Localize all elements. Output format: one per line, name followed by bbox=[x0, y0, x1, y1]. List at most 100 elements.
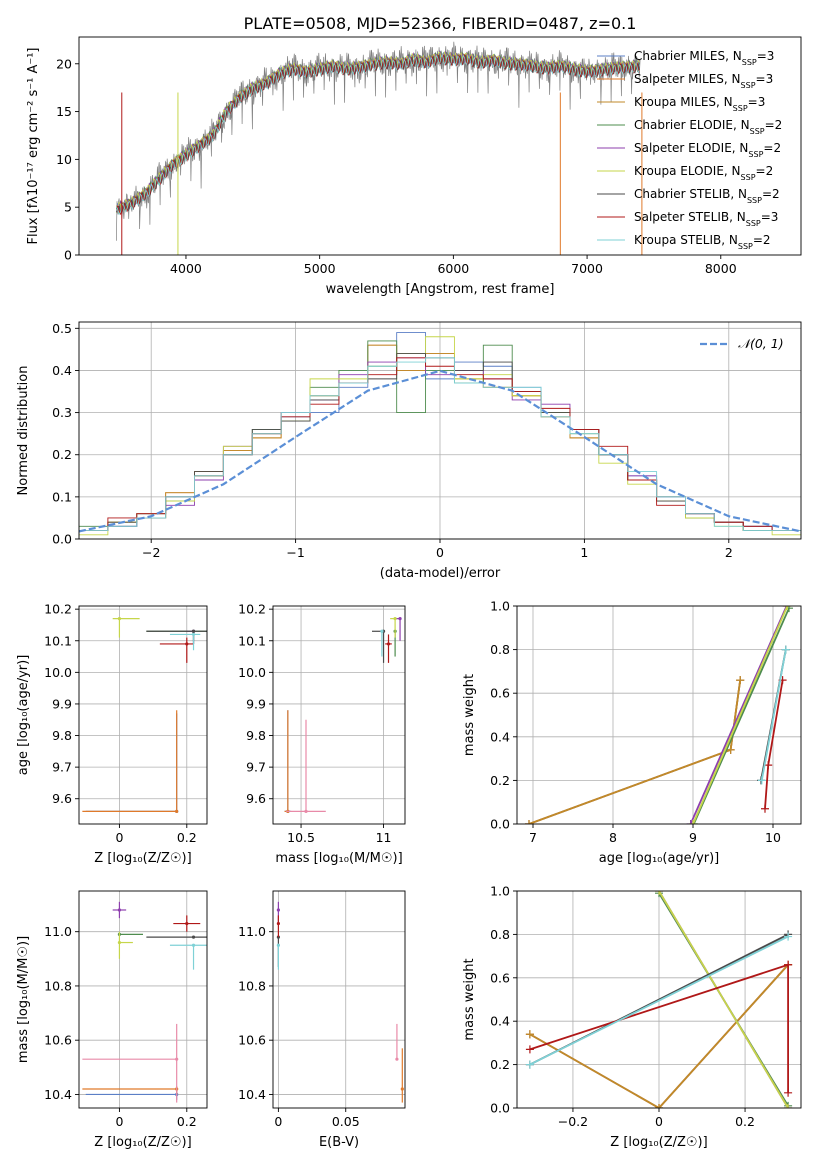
histogram-8 bbox=[79, 357, 801, 539]
normal-curve bbox=[79, 369, 801, 533]
x-tick-label: 7000 bbox=[571, 261, 603, 276]
y-tick-label: 9.9 bbox=[246, 696, 266, 711]
legend-label: Kroupa ELODIE, NSSP=2 bbox=[634, 164, 773, 182]
panel-age_vs_mass: 10.5 11 9.6 9.7 9.8 9.9 10.0 10.1 10.2 mass [log₁… bbox=[238, 602, 406, 866]
y-tick-label: 10.0 bbox=[44, 665, 72, 680]
y-tick-label: 0.6 bbox=[490, 970, 510, 985]
y-tick-label: 15 bbox=[56, 104, 72, 119]
x-tick-label: 0 bbox=[274, 1114, 282, 1129]
y-tick-label: 5 bbox=[64, 200, 72, 215]
weight-line-4 bbox=[689, 606, 788, 824]
data-point bbox=[276, 935, 280, 939]
legend-label: Salpeter STELIB, NSSP=3 bbox=[634, 210, 778, 228]
y-axis-label: mass [log₁₀(M/M☉)] bbox=[16, 936, 31, 1063]
legend-label: Chabrier STELIB, NSSP=2 bbox=[634, 187, 780, 205]
plot-area-age_vs_mass bbox=[284, 617, 402, 813]
spectrum-data-line bbox=[116, 41, 641, 241]
spectrum-model-line bbox=[116, 51, 640, 212]
axes-frame bbox=[78, 36, 802, 256]
x-tick-label: −0.2 bbox=[558, 1114, 588, 1129]
y-tick-label: 10.0 bbox=[238, 665, 266, 680]
y-tick-label: 0.2 bbox=[490, 1057, 510, 1072]
panel-mass_vs_ebv: 0 0.05 10.4 10.6 10.8 11.0 E(B-V) bbox=[238, 890, 406, 1150]
data-point bbox=[117, 617, 122, 621]
y-axis-label: Normed distribution bbox=[16, 366, 31, 496]
spectrum-model-line bbox=[116, 50, 640, 213]
y-tick-label: 9.6 bbox=[52, 791, 72, 806]
y-tick-label: 0.2 bbox=[52, 447, 72, 462]
residuals-legend: 𝒩(0, 1) bbox=[700, 336, 784, 351]
x-axis-label: E(B-V) bbox=[319, 1135, 359, 1150]
x-tick-label: 11 bbox=[376, 830, 392, 845]
spectrum-model-line bbox=[116, 53, 640, 216]
x-axis-label: mass [log₁₀(M/M☉)] bbox=[275, 851, 402, 866]
figure-title: PLATE=0508, MJD=52366, FIBERID=0487, z=0… bbox=[244, 14, 637, 33]
legend-label: Salpeter MILES, NSSP=3 bbox=[634, 72, 773, 90]
weight-line-5 bbox=[658, 891, 789, 1108]
legend-label: Kroupa MILES, NSSP=3 bbox=[634, 95, 765, 113]
weight-marker bbox=[761, 804, 769, 813]
data-point bbox=[398, 617, 402, 621]
weight-marker bbox=[655, 1104, 663, 1108]
weight-line-3 bbox=[692, 607, 790, 824]
y-tick-label: 0.8 bbox=[490, 927, 510, 942]
plots-group: Chabrier MILES, NSSP=3 Salpeter MILES, NS… bbox=[16, 36, 802, 1150]
y-axis-label: mass weight bbox=[462, 958, 477, 1040]
axes-frame bbox=[272, 605, 406, 825]
y-tick-label: 11.0 bbox=[44, 924, 72, 939]
weight-line-2 bbox=[528, 679, 742, 824]
data-point bbox=[276, 908, 280, 912]
axes-frame bbox=[272, 890, 406, 1109]
weight-marker bbox=[689, 820, 697, 824]
x-tick-label: 0.2 bbox=[177, 1114, 197, 1129]
y-tick-label: 10.1 bbox=[44, 633, 72, 648]
plot-area-age_vs_Z bbox=[82, 617, 207, 813]
data-point bbox=[175, 809, 179, 813]
x-tick-label: 0 bbox=[655, 1114, 663, 1129]
legend-label: Salpeter ELODIE, NSSP=2 bbox=[634, 141, 781, 159]
data-point bbox=[191, 943, 196, 947]
data-point bbox=[400, 1087, 404, 1091]
weight-marker bbox=[726, 745, 735, 754]
data-point bbox=[395, 1057, 399, 1061]
data-point bbox=[276, 921, 280, 926]
weight-marker bbox=[655, 891, 663, 895]
weight-marker bbox=[784, 960, 793, 969]
weight-line-5 bbox=[692, 606, 789, 824]
weight-marker bbox=[525, 1060, 534, 1069]
data-point bbox=[185, 921, 189, 926]
y-tick-label: 10.4 bbox=[44, 1087, 72, 1102]
panel-mass_vs_Z: 0 0.2 10.4 10.6 10.8 11.0 Z [log₁₀(Z/Z☉)] mass … bbox=[16, 890, 208, 1150]
data-point bbox=[386, 642, 391, 646]
y-axis-label: mass weight bbox=[462, 674, 477, 756]
x-tick-label: 0.2 bbox=[735, 1114, 755, 1129]
y-tick-label: 10.6 bbox=[238, 1033, 266, 1048]
y-tick-label: 1.0 bbox=[490, 599, 510, 614]
y-tick-label: 9.8 bbox=[52, 728, 72, 743]
data-point bbox=[276, 943, 280, 947]
weight-marker bbox=[525, 1045, 534, 1054]
weight-line-2 bbox=[529, 964, 789, 1108]
weight-marker bbox=[781, 645, 790, 654]
spectrum-model-line bbox=[116, 53, 640, 216]
x-tick-label: 0 bbox=[436, 545, 444, 560]
x-tick-label: 0.05 bbox=[332, 1114, 360, 1129]
x-tick-label: 10 bbox=[765, 830, 781, 845]
data-point bbox=[117, 908, 122, 912]
plot-area-mass_vs_Z bbox=[82, 901, 207, 1103]
y-tick-label: 9.7 bbox=[246, 760, 266, 775]
weight-marker bbox=[784, 1088, 793, 1097]
x-tick-label: 0.2 bbox=[177, 830, 197, 845]
spectrum-model-line bbox=[116, 53, 640, 215]
axes-frame bbox=[516, 605, 802, 825]
y-tick-label: 0.0 bbox=[52, 532, 72, 547]
y-tick-label: 10.1 bbox=[238, 633, 266, 648]
data-point bbox=[191, 935, 196, 939]
legend-label: Chabrier ELODIE, NSSP=2 bbox=[634, 118, 782, 136]
weight-marker bbox=[784, 1104, 793, 1108]
x-tick-label: 4000 bbox=[170, 261, 202, 276]
x-axis-label: (data-model)/error bbox=[380, 566, 501, 581]
x-tick-label: 5000 bbox=[304, 261, 336, 276]
plot-area-spectrum bbox=[116, 41, 643, 255]
